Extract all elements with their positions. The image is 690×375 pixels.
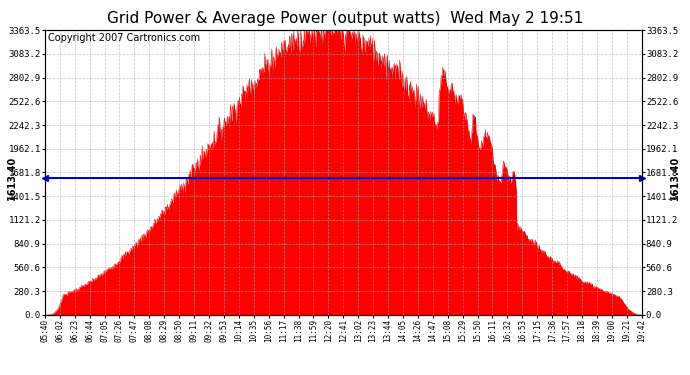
- Text: Grid Power & Average Power (output watts)  Wed May 2 19:51: Grid Power & Average Power (output watts…: [107, 11, 583, 26]
- Text: Copyright 2007 Cartronics.com: Copyright 2007 Cartronics.com: [48, 33, 200, 43]
- Text: 1613.40: 1613.40: [669, 156, 680, 200]
- Text: 1613.40: 1613.40: [7, 156, 17, 200]
